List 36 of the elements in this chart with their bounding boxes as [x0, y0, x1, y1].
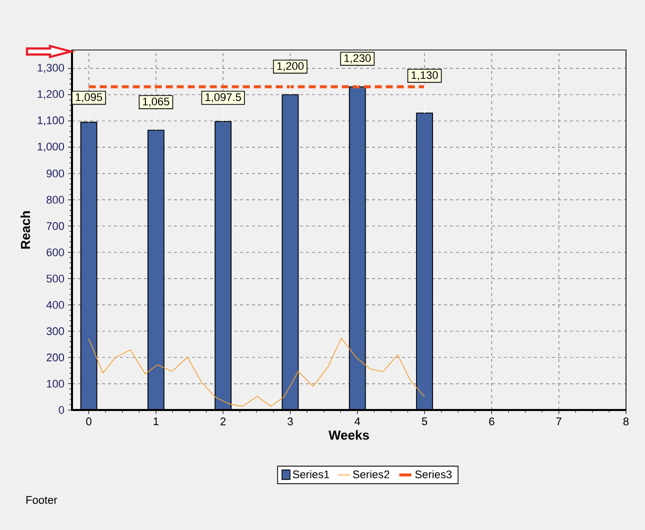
y-tick-label: 700 — [46, 222, 64, 230]
y-tick-label: 100 — [46, 380, 64, 388]
data-label: 1,065 — [143, 98, 170, 107]
x-tick-label: 7 — [556, 418, 562, 426]
x-tick-label: 0 — [86, 418, 92, 426]
data-label: 1,130 — [412, 71, 438, 80]
data-label: 1,097.5 — [206, 93, 241, 102]
y-tick-label: 1,300 — [38, 64, 64, 73]
y-tick-label: 600 — [46, 248, 64, 256]
x-tick-label: 2 — [220, 418, 226, 426]
y-tick-label: 200 — [46, 354, 64, 362]
x-axis-title: Weeks — [328, 430, 369, 440]
x-tick-label: 6 — [489, 418, 494, 426]
y-tick-label: 300 — [46, 327, 64, 336]
y-tick-label: 500 — [46, 274, 64, 283]
legend-label: Series1 — [292, 470, 330, 478]
y-tick-label: 1,000 — [38, 142, 64, 152]
y-tick-label: 800 — [46, 196, 64, 204]
data-label: 1,230 — [344, 54, 371, 64]
x-tick-label: 3 — [288, 418, 293, 426]
y-axis-title: Reach — [20, 211, 30, 249]
x-tick-label: 5 — [422, 418, 428, 426]
y-tick-label: 900 — [46, 170, 64, 178]
y-tick-label: 400 — [46, 301, 64, 309]
data-label: 1,095 — [76, 93, 102, 102]
x-tick-label: 8 — [623, 418, 629, 426]
y-tick-label: 0 — [58, 406, 64, 414]
y-tick-label: 1,200 — [38, 90, 64, 100]
x-tick-label: 1 — [154, 418, 158, 426]
line-series — [88, 338, 425, 407]
data-label: 1,200 — [277, 62, 304, 72]
text: Footer — [26, 496, 58, 504]
legend-label: Series2 — [352, 470, 390, 478]
legend-label: Series3 — [415, 470, 452, 478]
x-tick-label: 4 — [354, 418, 360, 426]
y-tick-label: 1,100 — [38, 116, 64, 126]
